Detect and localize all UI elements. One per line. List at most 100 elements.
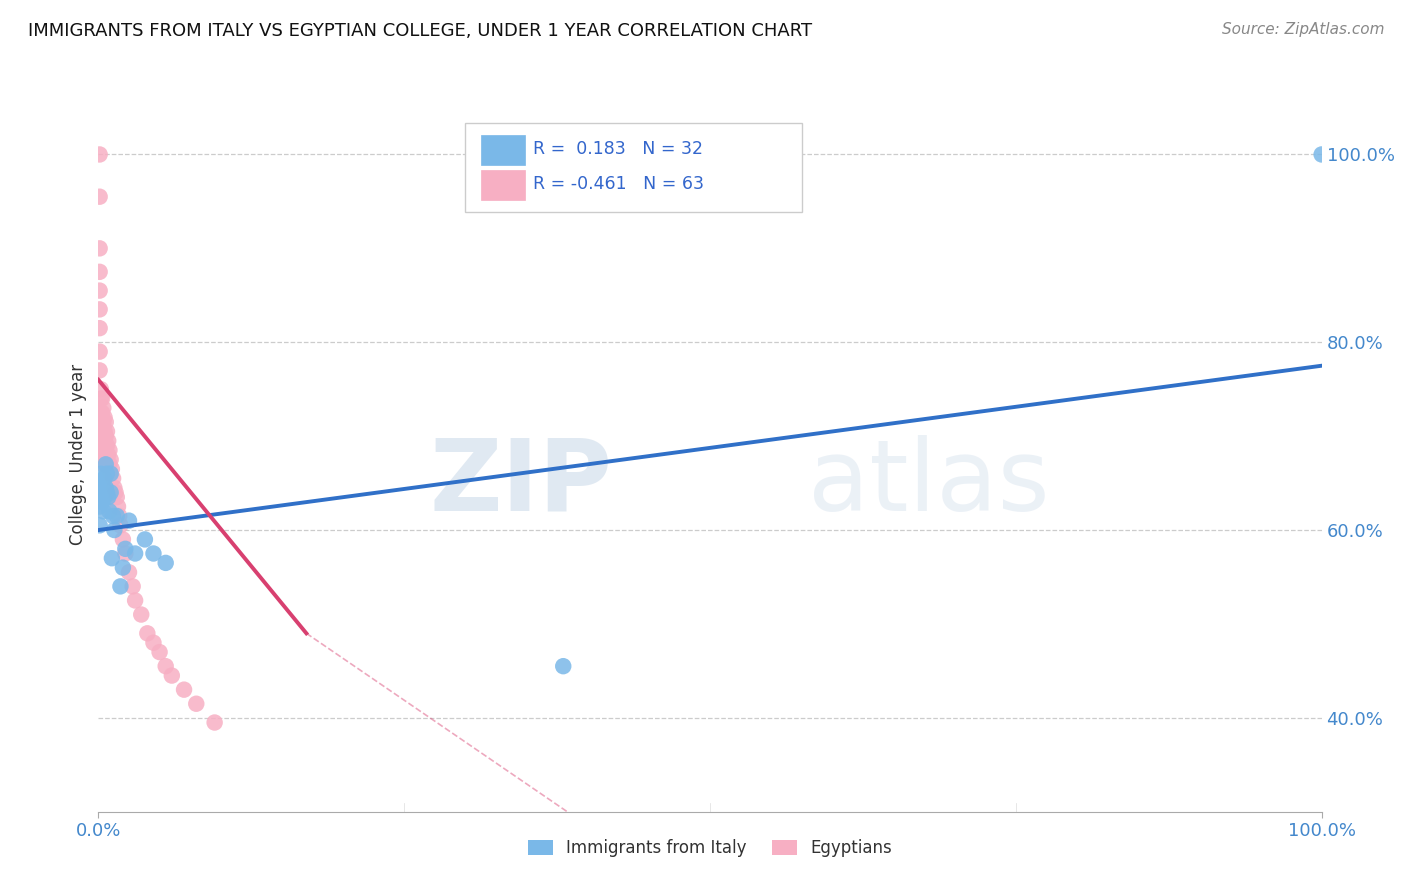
Point: [118, 514, 141, 528]
Point: [186, 697, 208, 711]
Point: [91, 458, 114, 472]
Point: [94, 443, 117, 458]
Point: [96, 438, 118, 452]
Point: [100, 467, 122, 481]
Point: [142, 636, 165, 650]
Point: [94, 458, 117, 472]
Point: [110, 518, 132, 533]
Point: [136, 626, 159, 640]
Point: [108, 508, 131, 523]
Point: [89, 481, 111, 495]
Point: [91, 406, 114, 420]
Point: [124, 547, 146, 561]
Point: [96, 452, 118, 467]
Text: R =  0.183   N = 32: R = 0.183 N = 32: [533, 141, 703, 159]
Point: [93, 490, 115, 504]
Point: [105, 490, 128, 504]
Point: [134, 533, 156, 547]
Point: [111, 533, 134, 547]
Point: [101, 551, 124, 566]
Point: [93, 452, 115, 467]
Point: [111, 560, 134, 574]
FancyBboxPatch shape: [481, 170, 526, 200]
Point: [89, 344, 111, 359]
Point: [100, 485, 122, 500]
Point: [101, 508, 124, 523]
Point: [94, 481, 117, 495]
Point: [97, 490, 120, 504]
Point: [91, 392, 114, 406]
Point: [91, 415, 114, 429]
FancyBboxPatch shape: [481, 136, 526, 165]
Point: [204, 715, 226, 730]
Point: [91, 401, 114, 415]
Point: [107, 500, 129, 514]
Point: [173, 682, 195, 697]
Point: [121, 579, 143, 593]
Point: [96, 467, 118, 481]
Point: [91, 504, 114, 518]
Point: [89, 265, 111, 279]
Point: [1310, 147, 1333, 161]
Point: [89, 363, 111, 377]
Point: [91, 448, 114, 462]
Y-axis label: College, Under 1 year: College, Under 1 year: [69, 364, 87, 546]
Text: IMMIGRANTS FROM ITALY VS EGYPTIAN COLLEGE, UNDER 1 YEAR CORRELATION CHART: IMMIGRANTS FROM ITALY VS EGYPTIAN COLLEG…: [28, 22, 813, 40]
Point: [90, 382, 112, 396]
Point: [104, 485, 127, 500]
Point: [90, 392, 112, 406]
Point: [105, 508, 128, 523]
Point: [89, 321, 111, 335]
Point: [103, 481, 125, 495]
Point: [91, 429, 114, 443]
Point: [89, 518, 111, 533]
Point: [90, 467, 112, 481]
Point: [553, 659, 575, 673]
Point: [160, 668, 183, 682]
Point: [118, 566, 141, 580]
Text: ZIP: ZIP: [429, 435, 612, 532]
Point: [93, 471, 115, 485]
Point: [91, 495, 114, 509]
Point: [110, 579, 132, 593]
Point: [124, 593, 146, 607]
Point: [101, 462, 124, 476]
Point: [114, 547, 136, 561]
Point: [100, 452, 122, 467]
Text: atlas: atlas: [808, 435, 1049, 532]
Point: [97, 448, 120, 462]
Point: [94, 429, 117, 443]
Point: [149, 645, 172, 659]
Point: [91, 476, 114, 491]
Point: [97, 434, 120, 448]
Point: [91, 443, 114, 458]
Point: [96, 485, 118, 500]
Text: Source: ZipAtlas.com: Source: ZipAtlas.com: [1222, 22, 1385, 37]
Point: [155, 659, 177, 673]
Point: [91, 434, 114, 448]
Point: [90, 434, 112, 448]
Point: [89, 302, 111, 317]
Point: [98, 443, 121, 458]
Point: [90, 419, 112, 434]
Point: [98, 458, 121, 472]
Point: [93, 410, 115, 425]
Point: [114, 541, 136, 556]
Point: [94, 458, 117, 472]
Point: [89, 284, 111, 298]
Point: [101, 471, 124, 485]
Point: [98, 504, 121, 518]
Legend: Immigrants from Italy, Egyptians: Immigrants from Italy, Egyptians: [522, 833, 898, 864]
FancyBboxPatch shape: [465, 123, 801, 212]
Point: [96, 425, 118, 439]
Point: [129, 607, 152, 622]
Point: [89, 190, 111, 204]
Point: [89, 500, 111, 514]
Point: [93, 438, 115, 452]
Point: [89, 241, 111, 255]
Point: [142, 547, 165, 561]
Point: [89, 147, 111, 161]
Point: [100, 467, 122, 481]
Text: R = -0.461   N = 63: R = -0.461 N = 63: [533, 176, 703, 194]
Point: [90, 406, 112, 420]
